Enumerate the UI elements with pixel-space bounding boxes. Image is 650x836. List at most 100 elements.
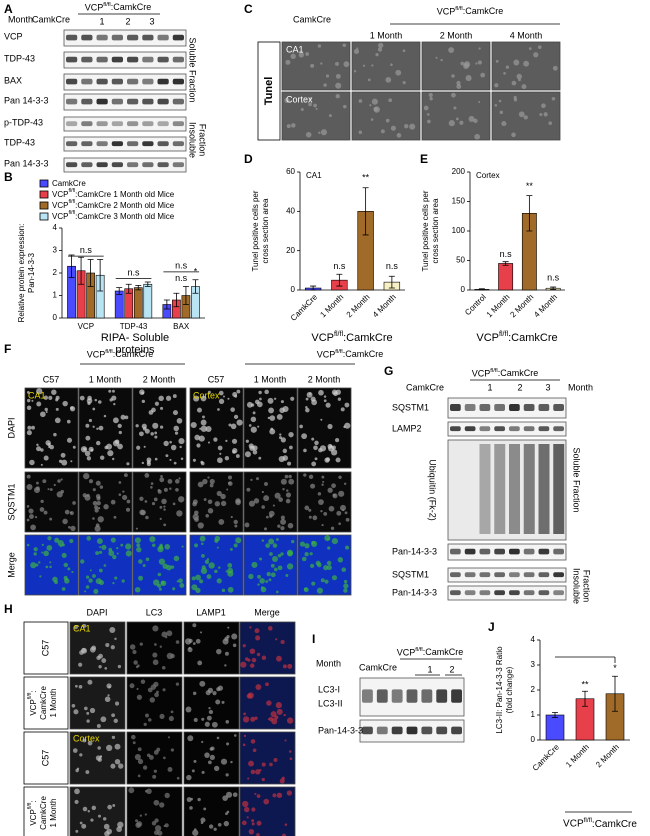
band: [464, 590, 476, 596]
texture: [221, 700, 225, 704]
band: [553, 548, 564, 555]
label: CamkCre: [359, 662, 397, 672]
texture: [256, 794, 261, 798]
label: Month: [316, 658, 341, 668]
texture: [86, 493, 90, 497]
texture: [199, 535, 206, 542]
label: VCPfl/fl:CamkCre: [87, 349, 154, 360]
texture: [249, 626, 252, 629]
texture: [120, 414, 126, 420]
texture: [285, 492, 292, 498]
texture: [309, 97, 313, 101]
texture: [333, 391, 338, 397]
texture: [153, 750, 159, 755]
texture: [192, 458, 196, 462]
texture: [26, 505, 30, 508]
texture: [338, 522, 341, 526]
band: [157, 56, 169, 63]
texture: [207, 687, 214, 694]
texture: [327, 537, 330, 541]
smear: [538, 444, 550, 534]
texture: [92, 488, 96, 492]
texture: [157, 572, 162, 577]
texture: [202, 415, 205, 419]
texture: [39, 507, 45, 512]
texture: [284, 823, 288, 826]
texture: [358, 130, 363, 135]
texture: [146, 788, 152, 795]
texture: [43, 510, 48, 515]
error-bar: [192, 279, 199, 294]
texture: [474, 133, 481, 140]
texture: [201, 565, 206, 570]
texture: [134, 537, 141, 544]
error-bar: [552, 712, 558, 718]
band: [406, 726, 418, 735]
texture: [108, 550, 115, 557]
texture: [26, 405, 32, 411]
texture: [163, 487, 168, 492]
band: [81, 34, 93, 41]
band: [494, 590, 505, 596]
band: [111, 78, 123, 85]
texture: [40, 448, 44, 452]
band: [111, 141, 123, 147]
texture: [85, 770, 90, 774]
texture: [41, 551, 44, 554]
texture: [201, 740, 204, 744]
texture: [261, 777, 265, 782]
texture: [143, 722, 147, 726]
texture: [125, 550, 132, 557]
texture: [371, 64, 374, 67]
texture: [152, 652, 158, 658]
band: [450, 572, 461, 578]
texture: [317, 492, 322, 496]
texture: [101, 544, 107, 550]
texture: [111, 457, 115, 461]
y-tick-label: 4: [53, 223, 58, 232]
texture: [141, 423, 147, 429]
annotation: n.s: [80, 245, 93, 255]
texture: [79, 753, 83, 757]
texture: [345, 545, 350, 550]
texture: [92, 500, 98, 506]
texture: [36, 443, 39, 447]
texture: [112, 804, 116, 807]
texture: [265, 515, 269, 519]
texture: [455, 117, 459, 121]
texture: [284, 97, 290, 103]
x-tick-label: CamkCre: [289, 292, 320, 323]
label: VCP: [4, 31, 23, 41]
band: [538, 590, 550, 596]
band: [479, 426, 491, 432]
band: [494, 572, 505, 578]
texture: [163, 505, 166, 508]
texture: [175, 487, 179, 492]
texture: [81, 647, 88, 654]
texture: [429, 97, 433, 101]
texture: [71, 570, 74, 574]
blot: [447, 421, 567, 437]
texture: [52, 576, 58, 583]
error-bar: [550, 286, 557, 290]
texture: [49, 488, 53, 491]
texture: [162, 563, 168, 569]
label: Pan 14-3-3: [4, 95, 49, 105]
annotation: **: [581, 679, 589, 689]
label: 2: [517, 382, 522, 392]
texture: [158, 545, 164, 550]
texture: [291, 123, 296, 128]
texture: [173, 461, 177, 465]
band: [376, 689, 388, 703]
texture: [179, 583, 185, 588]
texture: [339, 504, 347, 511]
annotation: n.s: [175, 273, 188, 283]
x-tick-label: 1 Month: [564, 743, 591, 770]
texture: [440, 58, 443, 62]
texture: [217, 822, 222, 827]
texture: [92, 517, 95, 520]
texture: [204, 752, 210, 758]
texture: [208, 709, 214, 715]
texture: [289, 445, 293, 450]
texture: [170, 748, 175, 752]
